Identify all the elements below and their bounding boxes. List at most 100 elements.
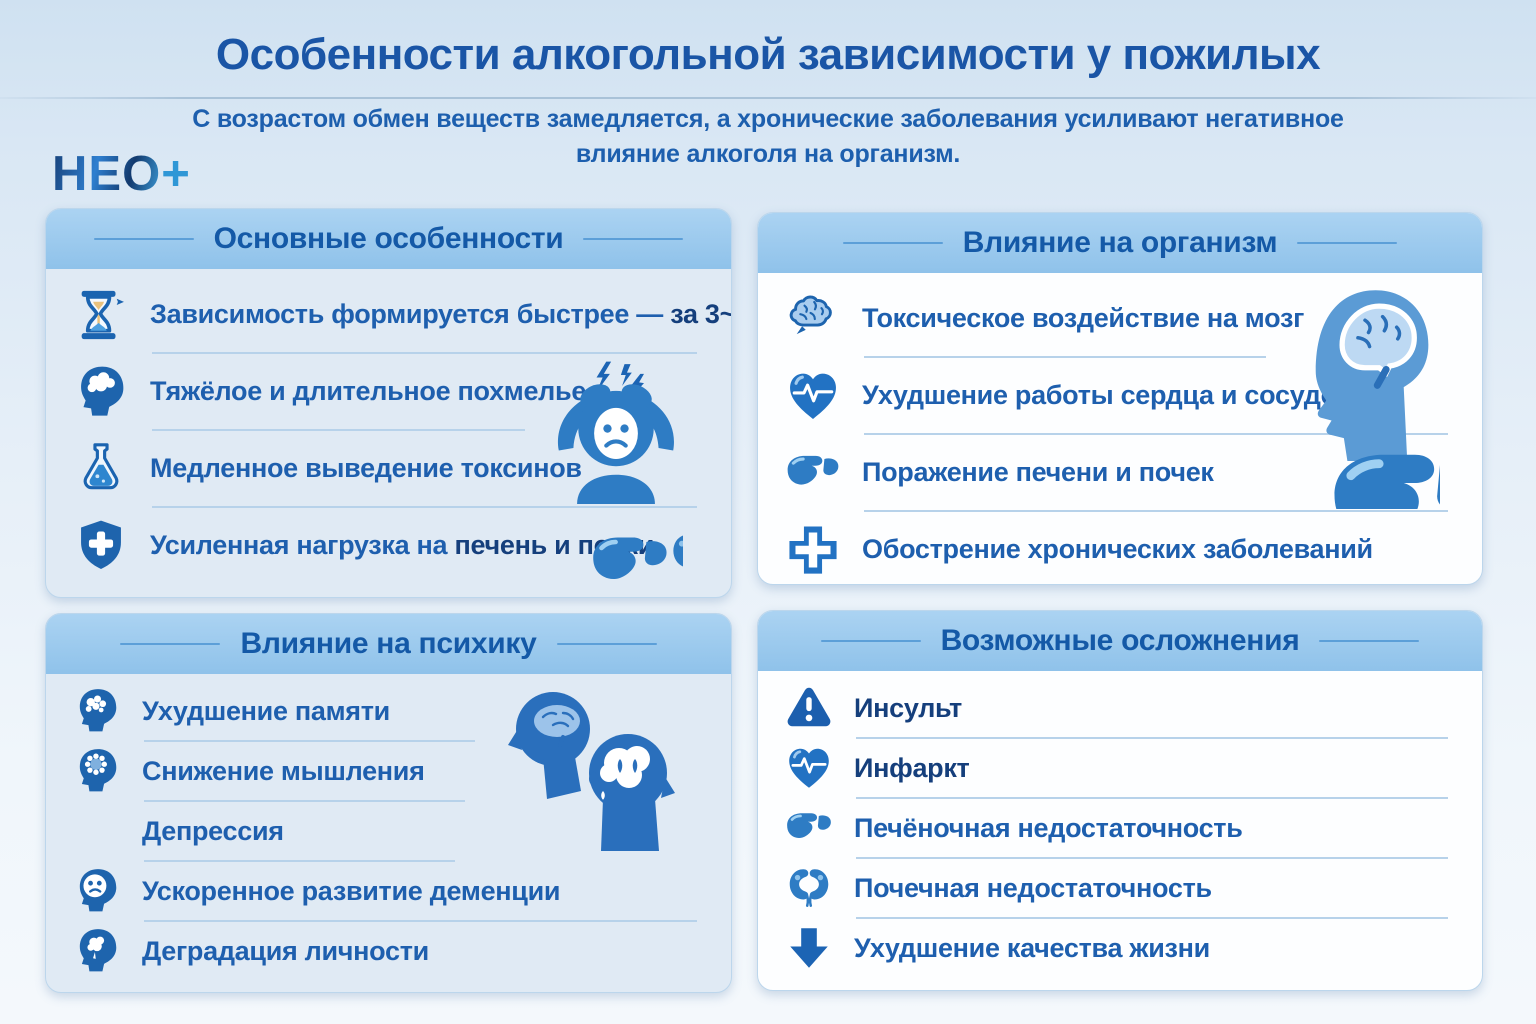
panel-title: Влияние на организм: [962, 226, 1278, 259]
panel-psyche-impact: Влияние на психику Ухудшение памяти Сниж…: [45, 613, 732, 993]
down-arrow-icon: [784, 923, 834, 973]
panel-header: Возможные осложнения: [758, 611, 1482, 671]
list-item-label: Токсическое воздействие на мозг: [862, 303, 1305, 333]
hourglass-icon: [72, 286, 130, 344]
list-item-label: Зависимость формируется быстрее — за 3~4…: [150, 299, 731, 329]
warning-triangle-icon: [784, 683, 834, 733]
two-heads-illustration: [491, 680, 691, 852]
title-divider: [0, 97, 1536, 99]
liver-icon: [1334, 455, 1440, 509]
panel-title: Основные особенности: [213, 222, 564, 255]
list-item: Снижение мышления: [72, 742, 705, 800]
plus-icon: +: [161, 147, 191, 201]
row-divider: [144, 920, 697, 922]
list-item: Инсульт: [784, 679, 1456, 737]
list-item-label: Ухудшение работы сердца и сосудов: [862, 380, 1354, 410]
head-sad-face-icon: [72, 866, 122, 916]
head-brain-profile-illustration: [1294, 285, 1436, 461]
kidneys-icon: [673, 535, 683, 575]
panel-header: Влияние на психику: [46, 614, 731, 674]
list-item: Печёночная недостаточность: [784, 799, 1456, 857]
header-rule-right: [556, 643, 657, 645]
panel-body-impact: Влияние на организм Токсическое воздейст…: [757, 212, 1483, 585]
list-item: Зависимость формируется быстрее — за 3~4…: [72, 277, 731, 352]
row-divider: [856, 737, 1448, 739]
head-memory-icon: [72, 686, 122, 736]
list-item-label: Тяжёлое и длительное похмелье: [150, 376, 587, 406]
row-divider: [144, 740, 475, 742]
panel-main-features: Основные особенности Зависимость формиру…: [45, 208, 732, 598]
header-rule-left: [820, 640, 921, 642]
list-item: Почечная недостаточность: [784, 859, 1456, 917]
kidneys-icon: [784, 863, 834, 913]
panel-body: Зависимость формируется быстрее — за 3~4…: [46, 269, 731, 597]
liver-kidneys-illustration: [565, 525, 683, 585]
row-divider: [856, 917, 1448, 919]
page-subtitle: С возрастом обмен веществ замедляется, а…: [192, 105, 1344, 168]
hangover-person-illustration: [543, 355, 689, 507]
liver-kidneys-illustration: [1224, 439, 1440, 509]
page-title: Особенности алкогольной зависимости у по…: [215, 30, 1321, 79]
panel-header: Основные особенности: [46, 209, 731, 269]
list-item-label: Печёночная недостаточность: [854, 812, 1243, 843]
list-item: Инфаркт: [784, 739, 1456, 797]
panel-title: Возможные осложнения: [940, 624, 1300, 657]
list-item-label: Инсульт: [854, 692, 962, 723]
brand-logo: НЕО+: [52, 150, 191, 199]
liver-icon: [784, 803, 834, 853]
panel-complications: Возможные осложнения Инсульт Инфаркт Печ…: [757, 610, 1483, 991]
panel-header: Влияние на организм: [758, 213, 1482, 273]
row-divider: [152, 506, 697, 508]
heart-pulse-icon: [784, 367, 842, 425]
header-rule-left: [842, 242, 943, 244]
row-divider: [856, 857, 1448, 859]
row-divider: [152, 429, 525, 431]
header-rule-right: [1297, 242, 1398, 244]
list-item: Ухудшение работы сердца и сосудов: [784, 358, 1456, 433]
list-item: Поражение печени и почек: [784, 435, 1456, 510]
head-brain-icon: [72, 363, 130, 421]
list-item-label: Деградация личности: [142, 935, 429, 966]
row-divider: [152, 352, 697, 354]
header-rule-right: [583, 238, 684, 240]
row-divider: [864, 510, 1448, 512]
list-item-label: Ухудшение памяти: [142, 695, 390, 726]
list-item: Обострение хронических заболеваний: [784, 512, 1456, 585]
row-divider: [864, 433, 1448, 435]
panel-body: Токсическое воздействие на мозг Ухудшени…: [758, 273, 1482, 584]
row-divider: [856, 797, 1448, 799]
list-item-label: Поражение печени и почек: [862, 457, 1214, 487]
heart-pulse-icon: [784, 743, 834, 793]
list-item: Ускоренное развитие деменции: [72, 862, 705, 920]
list-item-label: Депрессия: [142, 815, 284, 846]
list-item-label: Почечная недостаточность: [854, 872, 1212, 903]
list-item: Депрессия: [72, 802, 705, 860]
row-divider: [144, 800, 465, 802]
header-rule-left: [120, 643, 221, 645]
list-item: Медленное выведение токсинов: [72, 431, 705, 506]
list-item: Тяжёлое и длительное похмелье: [72, 354, 705, 429]
head-degradation-icon: [72, 926, 122, 976]
liver-icon: [784, 444, 842, 502]
head-thinking-icon: [72, 746, 122, 796]
panel-body: Ухудшение памяти Снижение мышления Депре…: [46, 674, 731, 992]
empty-icon-slot: [72, 806, 122, 856]
flask-icon: [72, 440, 130, 498]
list-item: Токсическое воздействие на мозг: [784, 281, 1456, 356]
list-item: Деградация личности: [72, 922, 705, 980]
brain-icon: [784, 290, 842, 348]
header-rule-left: [93, 238, 194, 240]
list-item: Ухудшение качества жизни: [784, 919, 1456, 977]
row-divider: [864, 356, 1266, 358]
medical-cross-icon: [784, 521, 842, 579]
list-item: Ухудшение памяти: [72, 682, 705, 740]
list-item-label: Ухудшение качества жизни: [854, 932, 1210, 963]
list-item-label: Ускоренное развитие деменции: [142, 875, 561, 906]
liver-icon: [593, 538, 666, 579]
logo-text: НЕО: [52, 147, 162, 201]
panel-title: Влияние на психику: [240, 627, 537, 660]
shield-cross-icon: [72, 517, 130, 575]
list-item-label: Обострение хронических заболеваний: [862, 534, 1373, 564]
row-divider: [144, 860, 455, 862]
